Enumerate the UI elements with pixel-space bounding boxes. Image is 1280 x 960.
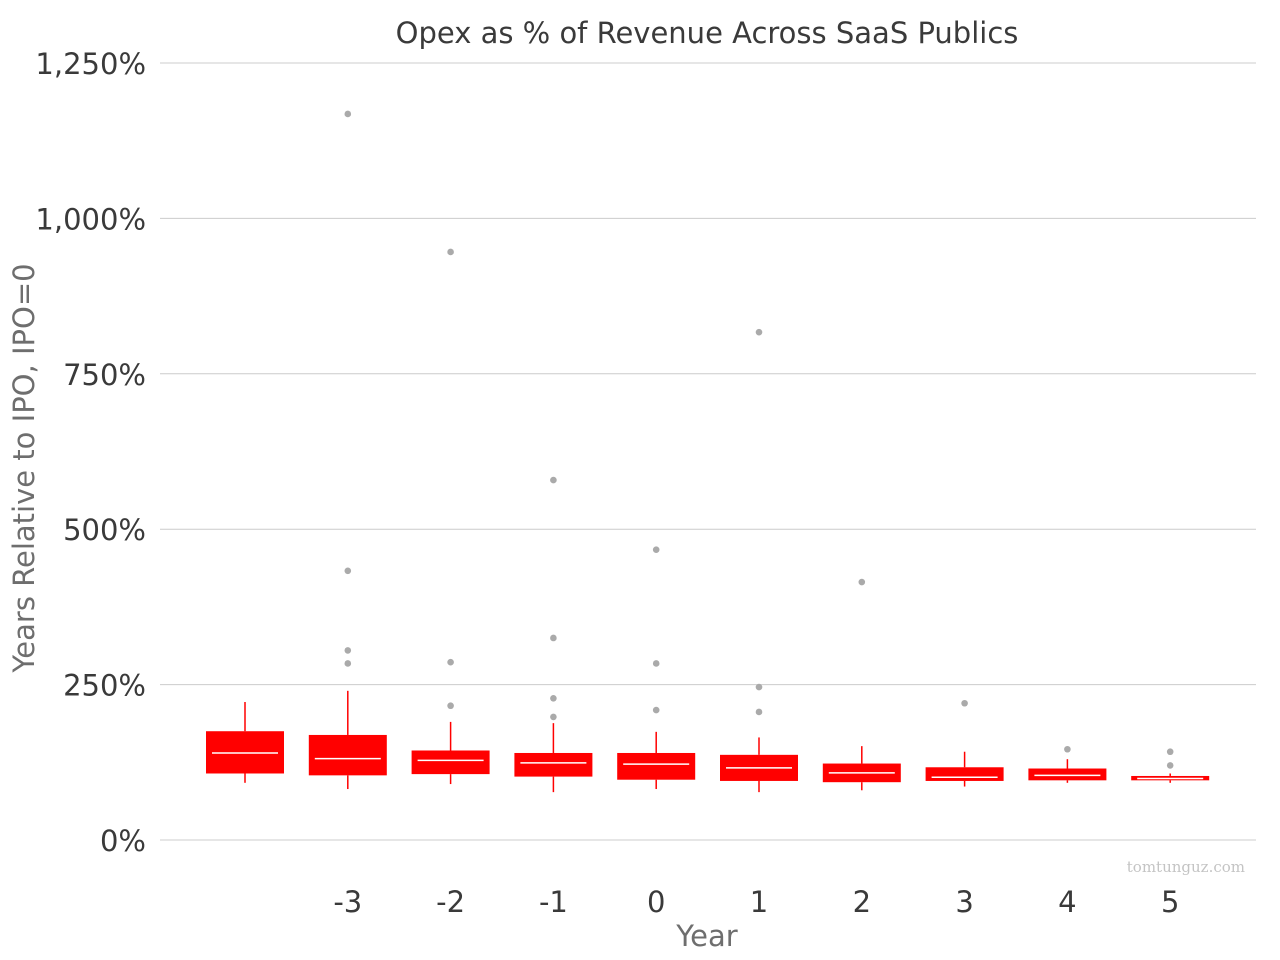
outlier-point <box>652 706 660 714</box>
boxes <box>206 690 1210 793</box>
outlier-point <box>447 658 454 666</box>
box <box>514 752 593 777</box>
outlier-point <box>550 694 557 702</box>
x-tick-label: 3 <box>955 885 973 919</box>
outlier-point <box>447 248 454 256</box>
outlier-point <box>344 660 352 667</box>
outlier-point <box>344 110 352 118</box>
x-tick-label: -3 <box>333 885 362 919</box>
x-tick-label: 0 <box>647 885 665 919</box>
outlier-point <box>550 476 557 484</box>
x-axis-label: Year <box>675 919 737 953</box>
outlier-point <box>755 708 763 716</box>
box <box>1028 768 1107 781</box>
outlier-point <box>755 328 763 336</box>
box <box>411 750 490 775</box>
outlier-point <box>652 660 660 667</box>
outlier-point <box>344 567 352 575</box>
outlier-point <box>550 713 557 721</box>
outlier-point <box>652 546 660 554</box>
y-tick-label: 1,250% <box>35 47 146 81</box>
outlier-point <box>1166 748 1174 756</box>
x-tick-label: -2 <box>436 885 465 919</box>
outliers <box>344 110 1174 769</box>
outlier-point <box>344 647 352 654</box>
chart-title: Opex as % of Revenue Across SaaS Publics <box>396 16 1019 50</box>
x-tick-label: 5 <box>1161 885 1179 919</box>
x-tick-label: 4 <box>1058 885 1076 919</box>
y-tick-label: 0% <box>100 824 146 858</box>
y-tick-label: 250% <box>63 669 146 703</box>
outlier-point <box>1166 762 1174 769</box>
x-tick-labels: -3 -2 -1 0 1 2 3 4 5 <box>333 885 1179 919</box>
y-tick-label: 500% <box>63 513 146 547</box>
box <box>617 752 696 780</box>
watermark: tomtunguz.com <box>1127 858 1245 876</box>
box <box>925 767 1004 781</box>
y-tick-label: 750% <box>63 358 146 392</box>
outlier-point <box>755 683 763 691</box>
y-axis-label: Years Relative to IPO, IPO=0 <box>7 263 41 673</box>
outlier-point <box>858 578 866 586</box>
y-tick-label: 1,000% <box>35 202 146 236</box>
x-tick-label: 2 <box>853 885 871 919</box>
x-tick-label: -1 <box>539 885 568 919</box>
x-tick-label: 1 <box>750 885 768 919</box>
outlier-point <box>961 699 968 707</box>
box <box>308 734 387 776</box>
y-tick-labels: 0% 250% 500% 750% 1,000% 1,250% <box>35 47 146 858</box>
gridlines <box>160 62 1256 841</box>
outlier-point <box>447 702 454 710</box>
outlier-point <box>550 634 557 642</box>
outlier-point <box>1064 745 1071 753</box>
